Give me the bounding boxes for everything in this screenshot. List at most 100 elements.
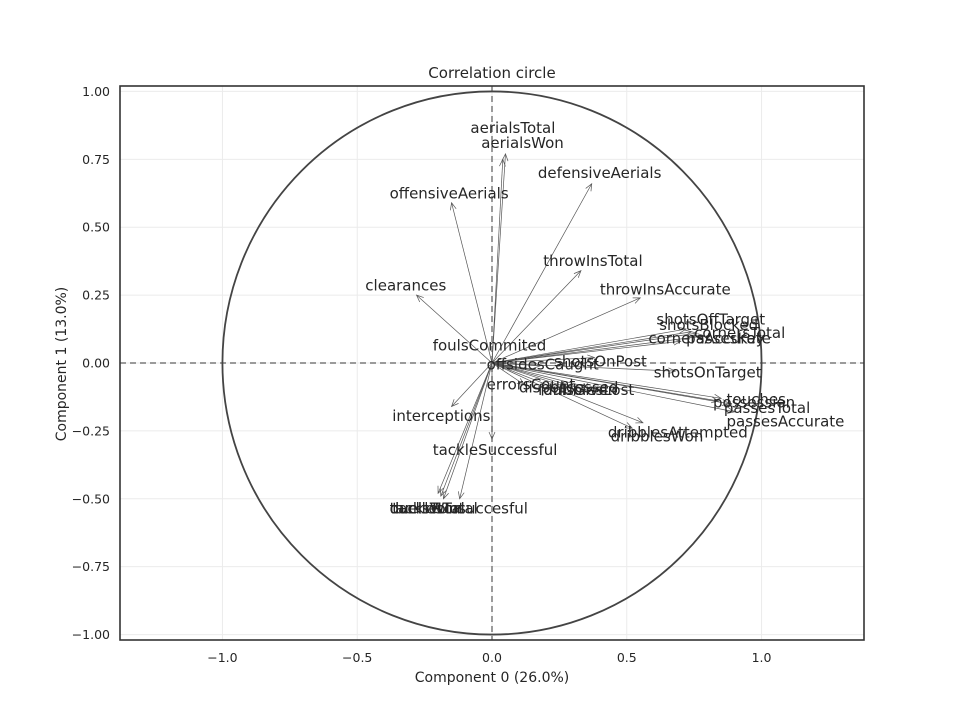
arrow-shaft (491, 362, 676, 372)
arrow-throwInsAccurate (491, 297, 642, 364)
arrow-head (624, 422, 633, 429)
arrow-shaft (491, 332, 697, 364)
arrow-head (635, 417, 644, 424)
variable-label-shotsBlocked: shotsBlocked (659, 316, 758, 334)
arrow-shaft (491, 159, 504, 364)
variable-label-aerialsWon: aerialsWon (481, 134, 564, 152)
arrow-tackleSuccessful (488, 363, 496, 440)
arrow-head (450, 399, 459, 408)
arrow-interceptions (450, 362, 493, 408)
variable-label-passesKey: passesKey (686, 330, 765, 348)
arrow-shaft (451, 202, 493, 364)
arrow-shaft (437, 362, 493, 494)
arrow-head (678, 326, 687, 334)
y-tick-label: −1.00 (72, 627, 110, 642)
variable-label-foulsGiven: foulsGiven (538, 381, 617, 399)
arrow-aerialsWon (491, 153, 509, 364)
arrow-head (573, 270, 582, 278)
variable-label-cornersAccurate: cornersAccurate (648, 330, 771, 348)
arrow-head (697, 333, 706, 341)
y-tick-label: −0.75 (72, 559, 110, 574)
y-tick-label: 0.25 (82, 288, 110, 303)
variable-label-aerialsTotal: aerialsTotal (470, 119, 555, 137)
arrow-foulsGiven (491, 362, 588, 392)
arrow-passesTotal (491, 362, 731, 406)
variable-label-clearances: clearances (365, 277, 446, 295)
variable-label-dribblesAttempted: dribblesAttempted (608, 423, 748, 441)
arrow-clearances (415, 294, 493, 364)
y-tick-label: 0.75 (82, 152, 110, 167)
arrow-head (721, 399, 731, 406)
arrow-shaft (491, 362, 633, 429)
x-tick-label: 0.5 (617, 650, 637, 665)
arrow-head (592, 385, 601, 392)
variable-label-defensiveAerials: defensiveAerials (538, 164, 662, 182)
arrow-dispossessed (491, 362, 569, 389)
arrow-shaft (491, 362, 730, 405)
arrow-head (501, 153, 509, 162)
variable-label-tackleSuccessful: tackleSuccessful (433, 441, 558, 459)
arrow-head (450, 201, 457, 211)
arrow-dribblesLost (491, 362, 601, 392)
arrow-head (673, 338, 682, 346)
axis-ticks: −1.0 −0.5 0.0 0.5 1.0 −1.00 −0.75 −0.50 −0.25 0.0… (72, 84, 772, 665)
arrow-head (668, 367, 677, 375)
arrow-shaft (459, 362, 493, 499)
variable-label-interceptions: interceptions (392, 407, 490, 425)
variable-label-dribblesLost: dribblesLost (543, 381, 634, 399)
loading-arrows (415, 153, 736, 500)
arrow-head (587, 354, 596, 362)
y-tick-label: 1.00 (82, 84, 110, 99)
arrow-shaft (491, 362, 644, 424)
arrow-defensiveAerials (491, 182, 593, 364)
arrow-shotsOffTarget (491, 326, 687, 364)
x-tick-label: −1.0 (207, 650, 237, 665)
unit-circle (221, 90, 763, 636)
arrow-passesKey (491, 333, 706, 364)
arrow-shaft (491, 340, 681, 364)
y-axis-label: Component 1 (13.0%) (54, 287, 70, 442)
arrow-head (533, 362, 542, 369)
arrow-head (442, 491, 449, 500)
arrow-head (710, 396, 720, 404)
arrow-dribblesAttempted (491, 362, 644, 424)
arrow-shaft (491, 331, 692, 364)
variable-label-tacklesTotal: tacklesTotal (390, 499, 478, 517)
y-tick-label: 0.00 (82, 356, 110, 371)
variable-label-passesAccurate: passesAccurate (727, 412, 845, 430)
arrow-shaft (491, 362, 568, 388)
chart-title: Correlation circle (428, 64, 555, 82)
x-tick-label: 0.0 (482, 650, 502, 665)
arrow-shaft (491, 328, 687, 364)
arrow-shaft (451, 362, 493, 407)
arrow-duelsTotal (442, 362, 493, 500)
arrow-tacklesTotal (440, 362, 493, 497)
variable-label-touches: touches (727, 391, 787, 409)
arrow-passesAccurate (491, 362, 736, 414)
arrow-cornersAccurate (491, 338, 682, 364)
arrow-shaft (491, 297, 641, 364)
arrow-shaft (491, 362, 587, 391)
variable-label-duelsTotal: duelsTotal (390, 499, 465, 517)
variable-label-shotsOnPost: shotsOnPost (554, 353, 647, 371)
arrow-shotsOnPost (491, 354, 596, 364)
variable-label-duelsWon: duelsWon (390, 499, 463, 517)
variable-label-throwInsAccurate: throwInsAccurate (600, 281, 731, 299)
arrow-shaft (440, 362, 493, 497)
y-tick-label: −0.25 (72, 423, 110, 438)
variable-label-possession: possession (713, 393, 795, 411)
arrow-head (437, 485, 444, 495)
arrow-shaft (416, 294, 493, 364)
variable-label-dribblesWon: dribblesWon (611, 427, 704, 445)
arrow-shaft (491, 153, 506, 364)
arrow-cornersTotal (491, 330, 698, 364)
arrow-dribblesWon (491, 362, 633, 429)
arrow-shaft (491, 362, 600, 391)
arrow-head (516, 378, 526, 386)
arrow-offensiveAerials (450, 201, 493, 364)
arrow-shaft (491, 362, 722, 399)
x-tick-label: 1.0 (752, 650, 772, 665)
arrow-head (689, 330, 698, 338)
